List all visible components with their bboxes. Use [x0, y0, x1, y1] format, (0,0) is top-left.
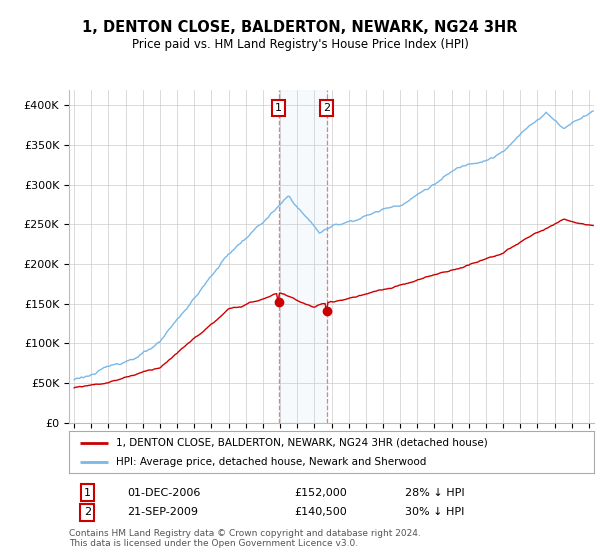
Text: 2: 2 [84, 507, 91, 517]
Text: 30% ↓ HPI: 30% ↓ HPI [405, 507, 464, 517]
Text: Price paid vs. HM Land Registry's House Price Index (HPI): Price paid vs. HM Land Registry's House … [131, 38, 469, 51]
Text: HPI: Average price, detached house, Newark and Sherwood: HPI: Average price, detached house, Newa… [116, 457, 427, 467]
Text: £140,500: £140,500 [295, 507, 347, 517]
Text: 1, DENTON CLOSE, BALDERTON, NEWARK, NG24 3HR: 1, DENTON CLOSE, BALDERTON, NEWARK, NG24… [82, 20, 518, 35]
Text: 01-DEC-2006: 01-DEC-2006 [127, 488, 200, 498]
Text: 21-SEP-2009: 21-SEP-2009 [127, 507, 198, 517]
Text: 1, DENTON CLOSE, BALDERTON, NEWARK, NG24 3HR (detached house): 1, DENTON CLOSE, BALDERTON, NEWARK, NG24… [116, 437, 488, 447]
Text: This data is licensed under the Open Government Licence v3.0.: This data is licensed under the Open Gov… [69, 539, 358, 548]
Text: 1: 1 [275, 103, 282, 113]
Text: 28% ↓ HPI: 28% ↓ HPI [405, 488, 464, 498]
Text: 1: 1 [84, 488, 91, 498]
Text: 2: 2 [323, 103, 330, 113]
Bar [278, 90, 326, 423]
Text: Contains HM Land Registry data © Crown copyright and database right 2024.: Contains HM Land Registry data © Crown c… [69, 529, 421, 538]
Text: £152,000: £152,000 [295, 488, 347, 498]
